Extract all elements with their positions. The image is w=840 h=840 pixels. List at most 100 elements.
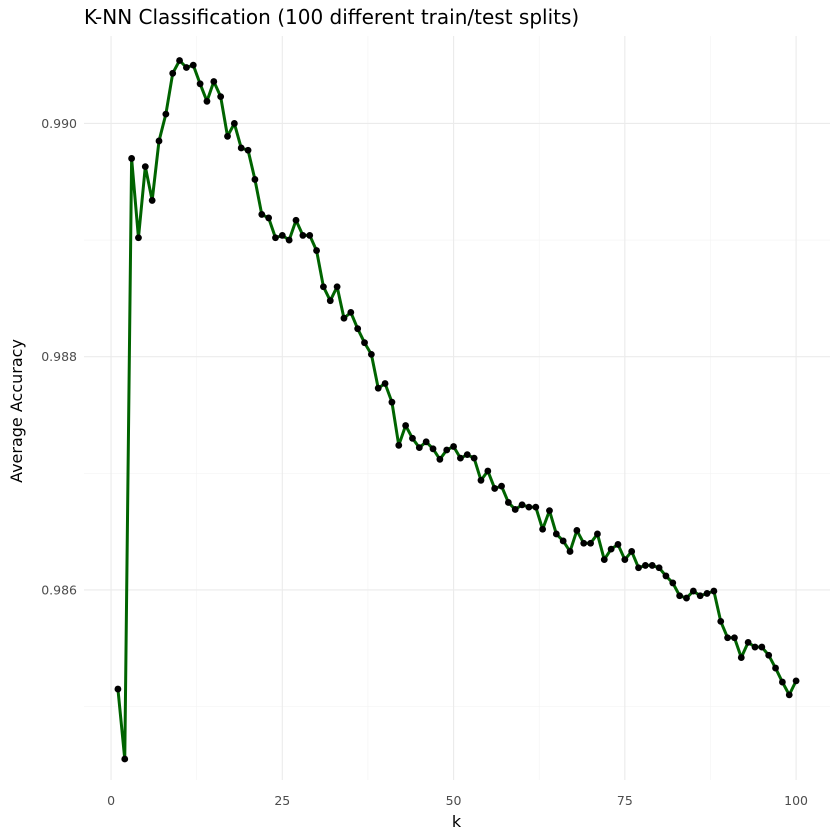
data-point (299, 232, 307, 239)
data-point (676, 592, 684, 600)
major-gridlines (84, 36, 830, 780)
data-point (751, 643, 759, 651)
data-point (778, 678, 786, 686)
data-point (395, 441, 403, 449)
data-point (244, 146, 252, 154)
data-point (689, 587, 697, 595)
data-point (785, 691, 793, 699)
data-point (162, 110, 170, 118)
data-point (450, 443, 457, 450)
data-point (566, 548, 574, 555)
data-point (354, 325, 362, 333)
data-point (765, 651, 773, 659)
data-point (169, 69, 177, 77)
x-tick-label: 25 (274, 793, 290, 808)
data-point (128, 155, 136, 162)
data-point (210, 78, 218, 85)
data-point (189, 61, 197, 69)
data-point (381, 380, 389, 387)
data-point (683, 594, 690, 602)
data-point (443, 446, 451, 454)
data-point (696, 592, 704, 600)
data-point (265, 214, 273, 222)
y-tick-label: 0.988 (41, 349, 77, 364)
data-point (347, 308, 355, 316)
data-point (436, 455, 444, 463)
accuracy-line (116, 58, 798, 761)
data-point (498, 482, 505, 490)
x-tick-label: 100 (784, 793, 808, 808)
data-point (422, 438, 430, 446)
data-point (552, 530, 560, 538)
data-point (415, 444, 423, 452)
data-point (546, 507, 553, 515)
data-point (539, 525, 547, 533)
data-point (477, 476, 485, 484)
data-point (731, 634, 738, 642)
data-point (333, 283, 341, 291)
data-point (594, 530, 601, 538)
chart-title: K-NN Classification (100 different train… (84, 5, 579, 29)
data-point (429, 445, 437, 453)
data-point (367, 350, 375, 358)
data-point (614, 541, 622, 548)
data-point (361, 339, 368, 347)
minor-gridlines (84, 36, 830, 780)
data-point (717, 618, 725, 625)
data-point (135, 234, 142, 242)
data-point (559, 537, 567, 545)
x-tick-label: 0 (107, 793, 115, 808)
data-point (258, 211, 266, 218)
x-axis-title: k (452, 812, 462, 831)
data-point (374, 384, 382, 392)
data-point (313, 247, 320, 254)
data-point (148, 197, 156, 204)
data-point (183, 64, 190, 71)
data-point (491, 485, 499, 492)
data-point (278, 232, 286, 239)
data-point (114, 685, 122, 693)
x-tick-label: 50 (446, 793, 462, 808)
data-point (573, 527, 581, 534)
data-point (470, 454, 478, 462)
data-point (230, 120, 238, 127)
data-point (203, 97, 211, 105)
x-tick-label: 75 (617, 793, 633, 808)
data-point (628, 548, 636, 555)
data-point (121, 755, 129, 763)
data-point (272, 234, 279, 242)
data-point (217, 93, 225, 101)
data-point (758, 643, 766, 651)
data-point (388, 398, 396, 406)
data-point (518, 501, 526, 509)
y-tick-label: 0.990 (41, 116, 77, 131)
data-point (402, 422, 410, 429)
data-point (196, 80, 204, 88)
data-point (176, 57, 183, 64)
data-point (580, 539, 588, 547)
data-point (669, 579, 677, 587)
accuracy-points (114, 57, 800, 763)
data-point (710, 587, 718, 595)
data-point (607, 545, 615, 553)
data-point (224, 132, 231, 140)
data-point (251, 176, 259, 183)
data-point (463, 451, 471, 459)
data-point (648, 562, 656, 569)
data-point (587, 539, 594, 547)
data-point (744, 638, 752, 646)
data-point (532, 503, 540, 511)
data-point (600, 556, 608, 563)
data-point (655, 564, 663, 572)
data-point (662, 572, 670, 580)
data-point (641, 562, 649, 569)
data-point (141, 163, 149, 171)
data-point (285, 236, 293, 244)
data-point (457, 454, 464, 462)
data-point (511, 506, 519, 513)
data-point (326, 297, 334, 305)
data-point (320, 283, 327, 291)
y-axis-ticks: 0.986 0.988 0.990 (41, 116, 77, 597)
data-point (340, 314, 348, 322)
